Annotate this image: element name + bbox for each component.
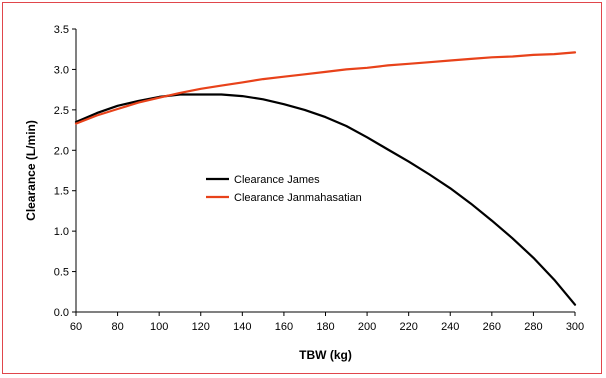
x-tick-label: 280 [524, 321, 542, 333]
y-tick-label: 0.5 [54, 267, 69, 279]
x-tick-label: 120 [192, 321, 210, 333]
x-tick-label: 260 [483, 321, 501, 333]
y-tick-label: 3.5 [54, 24, 69, 36]
y-ticks: 0.0 0.5 1.0 1.5 2.0 2.5 3.0 3.5 [54, 24, 76, 319]
y-tick-label: 2.5 [54, 105, 69, 117]
y-tick-label: 2.0 [54, 145, 69, 157]
x-tick-label: 140 [233, 321, 251, 333]
x-tick-label: 80 [111, 321, 123, 333]
x-tick-label: 60 [70, 321, 82, 333]
x-tick-label: 180 [316, 321, 334, 333]
legend: Clearance James Clearance Janmahasatian [206, 174, 362, 204]
x-ticks: 60 80 100 120 140 160 180 200 220 240 260 280 300 [70, 312, 584, 333]
legend-label: Clearance James [234, 174, 320, 186]
x-tick-label: 240 [441, 321, 459, 333]
x-tick-label: 100 [150, 321, 168, 333]
x-tick-label: 160 [275, 321, 293, 333]
series-lines [74, 51, 577, 306]
y-tick-label: 3.0 [54, 64, 69, 76]
clearance-chart: 0.0 0.5 1.0 1.5 2.0 2.5 3.0 3.5 60 80 100 120 140 16… [24, 24, 584, 362]
y-tick-label: 1.5 [54, 186, 69, 198]
chart-frame: 0.0 0.5 1.0 1.5 2.0 2.5 3.0 3.5 60 80 100 120 140 16… [2, 2, 602, 374]
series-line-janmahasatian [74, 51, 577, 125]
legend-label: Clearance Janmahasatian [234, 192, 362, 204]
y-tick-label: 1.0 [54, 226, 69, 238]
x-tick-label: 220 [399, 321, 417, 333]
x-tick-label: 200 [358, 321, 376, 333]
x-tick-label: 300 [566, 321, 584, 333]
y-axis-title: Clearance (L/min) [24, 120, 38, 221]
x-axis-title: TBW (kg) [299, 348, 352, 362]
y-tick-label: 0.0 [54, 307, 69, 319]
